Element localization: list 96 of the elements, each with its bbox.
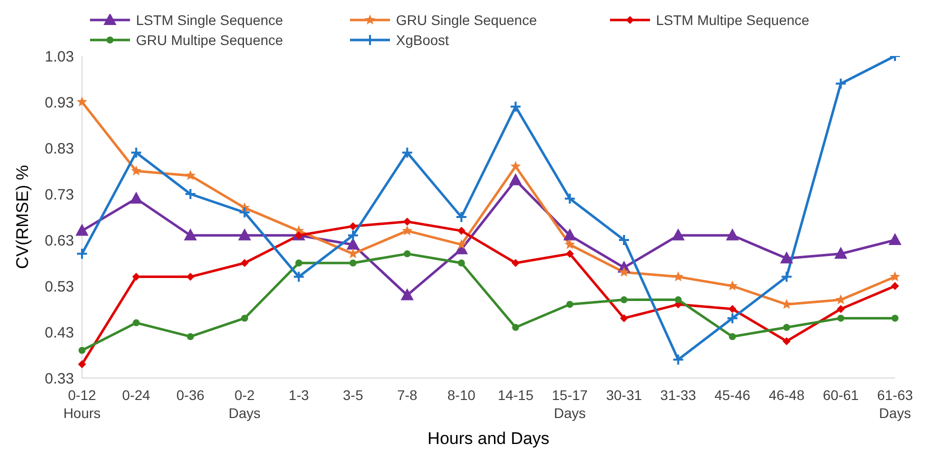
point (564, 192, 576, 205)
point (457, 226, 466, 235)
point (186, 333, 194, 340)
point (728, 333, 736, 340)
y-tick-label: 1.03 (44, 48, 74, 66)
point (564, 239, 576, 250)
point (403, 218, 412, 226)
point (76, 224, 88, 236)
point (672, 228, 685, 240)
point (349, 222, 357, 230)
point (566, 300, 574, 308)
y-axis-title: CV(RMSE) % (13, 165, 32, 269)
point (620, 314, 628, 322)
point (892, 314, 898, 322)
point (295, 260, 302, 266)
x-tick-label: 46-48 (768, 387, 805, 403)
legend-label: GRU Single Sequence (396, 12, 537, 28)
point (130, 166, 142, 176)
legend-label: XgBoost (396, 32, 449, 48)
point (726, 228, 739, 240)
point (672, 271, 684, 282)
point (834, 246, 848, 259)
point (834, 78, 847, 90)
point (78, 360, 86, 368)
point (238, 206, 251, 218)
x-axis-title: Hours and Days (428, 429, 550, 448)
y-tick-label: 0.33 (44, 370, 74, 388)
point (510, 160, 521, 171)
legend-label: GRU Multipe Sequence (136, 32, 284, 48)
x-tick-label: 0-36 (176, 387, 205, 403)
point (836, 305, 845, 313)
x-tick-label: 61-63 Days (877, 387, 914, 421)
point (455, 211, 468, 223)
point (130, 192, 143, 204)
x-tick-label: 0-12 Hours (63, 387, 101, 421)
point (510, 100, 522, 113)
x-tick-label: 1-3 (288, 387, 310, 403)
point (618, 266, 630, 277)
point (618, 234, 630, 246)
point (566, 250, 574, 258)
point (184, 188, 196, 200)
x-tick-label: 7-8 (397, 387, 418, 403)
y-tick-label: 0.83 (44, 140, 74, 158)
point (563, 228, 576, 240)
point (400, 288, 414, 300)
x-tick-label: 45-46 (714, 387, 751, 403)
point (782, 337, 791, 346)
point (674, 296, 682, 304)
x-tick-label: 8-10 (447, 387, 476, 403)
x-tick-label: 0-2 Days (228, 387, 261, 421)
point (780, 251, 794, 264)
point (350, 260, 356, 266)
point (672, 354, 684, 366)
point (78, 346, 86, 354)
point (184, 228, 197, 240)
y-tick-label: 0.93 (44, 94, 74, 112)
point (783, 324, 790, 331)
legend-label: LSTM Multipe Sequence (656, 12, 810, 28)
point (241, 314, 248, 322)
point (402, 225, 412, 236)
point (130, 146, 142, 159)
point (888, 233, 902, 245)
point (890, 271, 900, 282)
point (238, 228, 252, 240)
point (76, 96, 88, 106)
point (401, 146, 414, 159)
point (458, 260, 465, 266)
point (240, 259, 249, 267)
x-tick-label: 0-24 (122, 387, 150, 403)
y-tick-label: 0.43 (44, 324, 74, 342)
point (76, 248, 88, 260)
y-tick-label: 0.63 (44, 232, 74, 250)
x-tick-label: 3-5 (342, 387, 364, 403)
point (509, 173, 522, 186)
x-tick-label: 14-15 (498, 387, 534, 403)
point (347, 229, 359, 242)
point (727, 280, 738, 290)
point (512, 324, 520, 331)
point (292, 270, 305, 283)
point (726, 312, 738, 324)
point (780, 270, 793, 283)
x-tick-label: 15-17 Days (552, 387, 588, 421)
point (620, 296, 628, 304)
x-tick-label: 31-33 (660, 387, 696, 403)
point (404, 250, 411, 258)
x-tick-label: 30-31 (606, 387, 642, 403)
point (294, 231, 303, 240)
y-tick-label: 0.53 (44, 278, 74, 296)
point (132, 319, 140, 326)
point (891, 282, 899, 290)
x-tick-label: 60-61 (822, 387, 859, 403)
point (185, 170, 196, 180)
legend-label: LSTM Single Sequence (136, 12, 284, 28)
point (512, 259, 520, 267)
y-tick-label: 0.73 (44, 186, 74, 204)
point (837, 314, 844, 322)
